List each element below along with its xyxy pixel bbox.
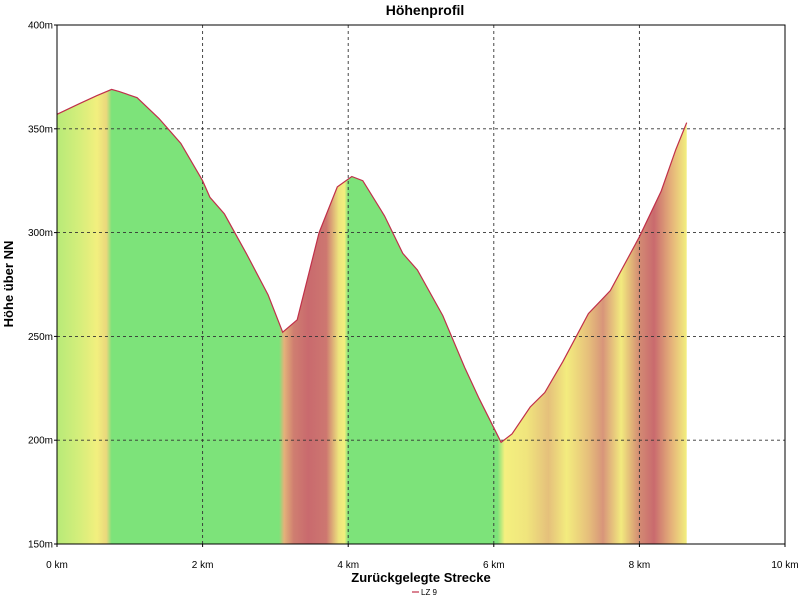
y-tick-label: 150m [28,540,53,551]
legend: LZ 9 [412,588,438,597]
x-tick-label: 4 km [337,560,359,571]
x-tick-label: 2 km [192,560,214,571]
plot-frame [56,24,786,545]
x-axis: 0 km 2 km 4 km 6 km 8 km 10 km [46,544,799,571]
y-axis-title: Höhe über NN [1,241,16,328]
grid-layer [57,25,785,544]
elevation-line [56,88,688,444]
y-tick-label: 250m [28,332,53,343]
line-layer [56,88,688,444]
x-tick-label: 0 km [46,560,68,571]
legend-label: LZ 9 [421,588,438,597]
x-tick-label: 10 km [771,560,798,571]
y-tick-label: 200m [28,436,53,447]
x-tick-label: 6 km [483,560,505,571]
x-tick-label: 8 km [629,560,651,571]
chart-title: Höhenprofil [386,2,465,18]
x-axis-title: Zurückgelegte Strecke [351,570,490,585]
elevation-area [57,89,687,545]
y-tick-label: 350m [28,124,53,135]
area-layer [57,89,687,545]
y-axis: 150m 200m 250m 300m 350m 400m [28,21,57,551]
y-tick-label: 400m [28,21,53,32]
y-tick-label: 300m [28,228,53,239]
